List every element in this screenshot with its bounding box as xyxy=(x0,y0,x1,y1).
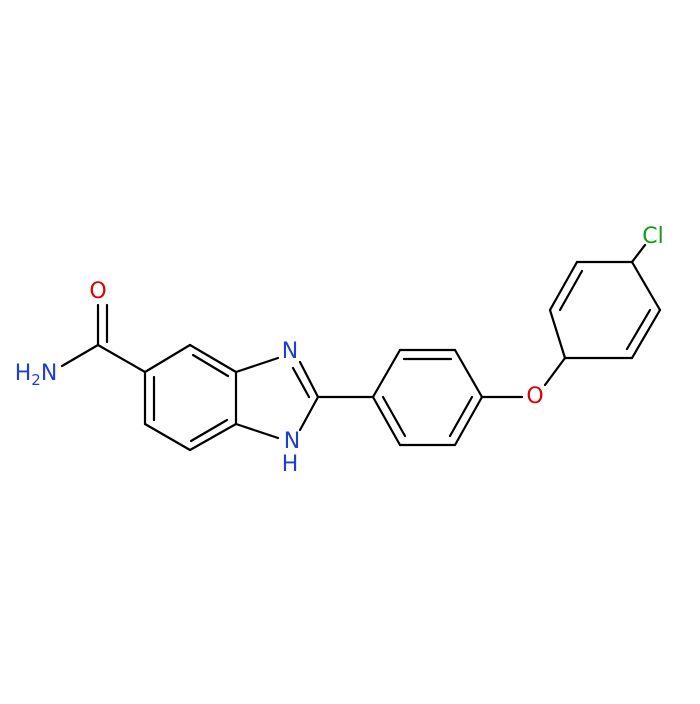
bond xyxy=(96,343,147,374)
atom-label: N xyxy=(41,361,57,386)
bond xyxy=(188,422,238,452)
bond xyxy=(291,366,311,399)
bond xyxy=(630,243,647,264)
atom-label: 2 xyxy=(31,371,41,389)
atom-label: H xyxy=(15,361,32,386)
bond xyxy=(548,308,567,360)
atom-label: N xyxy=(282,339,298,364)
bond xyxy=(453,348,484,399)
bond xyxy=(298,360,320,399)
bond xyxy=(558,269,584,312)
bonds xyxy=(60,243,662,452)
bond xyxy=(630,260,662,312)
bond xyxy=(543,356,567,387)
bond xyxy=(371,395,402,447)
bond xyxy=(234,422,280,440)
atom-label: O xyxy=(526,384,543,409)
bond xyxy=(381,395,407,438)
bond xyxy=(630,308,662,360)
atom-label: H xyxy=(282,452,299,477)
bond xyxy=(143,422,192,452)
bond xyxy=(188,343,238,374)
bond xyxy=(234,356,280,374)
bond xyxy=(189,418,229,443)
bond xyxy=(448,395,474,438)
bond xyxy=(548,260,579,312)
bond xyxy=(625,308,652,351)
bond xyxy=(60,343,100,368)
bond xyxy=(143,343,192,374)
atom-label: Cl xyxy=(642,224,663,249)
bond xyxy=(298,395,320,432)
atom-label: H2N xyxy=(15,361,58,389)
bond xyxy=(371,348,402,399)
atom-label: O xyxy=(89,279,106,304)
bond xyxy=(191,353,230,378)
atom-label: N xyxy=(284,429,300,454)
bond xyxy=(453,395,484,447)
